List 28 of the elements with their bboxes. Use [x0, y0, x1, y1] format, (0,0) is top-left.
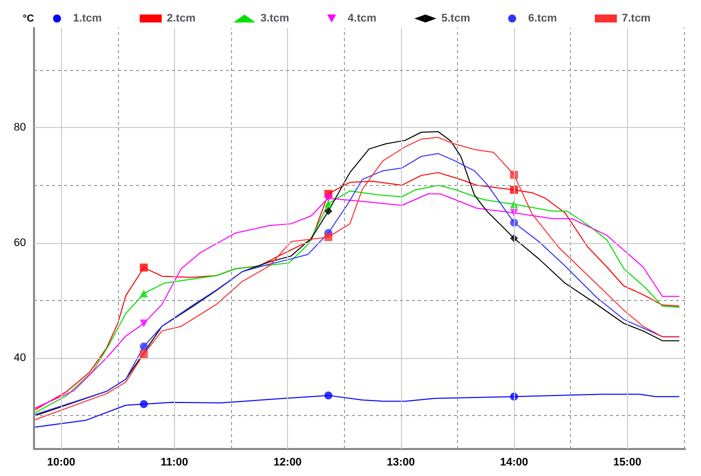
point: [324, 194, 332, 202]
point: [140, 400, 148, 408]
point: [324, 233, 332, 242]
y-tick-label: 40: [14, 352, 26, 364]
legend-label: 5.tcm: [441, 12, 470, 24]
x-tick-label: 13:00: [386, 456, 415, 468]
x-tick-label: 12:00: [274, 456, 302, 468]
y-tick-label: 80: [14, 122, 26, 134]
y-axis-title: °C: [22, 14, 34, 24]
legend-label: 6.tcm: [528, 12, 558, 24]
point: [324, 200, 332, 208]
point: [324, 391, 332, 400]
legend-label: 1.tcm: [73, 12, 102, 24]
legend-label: 2.tcm: [166, 12, 196, 24]
point: [324, 207, 332, 216]
point: [140, 342, 148, 350]
point: [140, 290, 148, 298]
x-tick-label: 14:00: [500, 456, 528, 468]
x-tick-label: 10:00: [47, 456, 76, 468]
legend-label: 3.tcm: [260, 12, 290, 24]
legend-label: 7.tcm: [622, 12, 651, 24]
point: [140, 319, 148, 328]
y-tick-label: 60: [14, 236, 26, 249]
x-tick-label: 11:00: [160, 456, 188, 468]
x-tick-label: 15:00: [613, 456, 642, 468]
legend-label: 4.tcm: [348, 12, 377, 24]
point: [140, 264, 148, 272]
point: [140, 350, 148, 358]
